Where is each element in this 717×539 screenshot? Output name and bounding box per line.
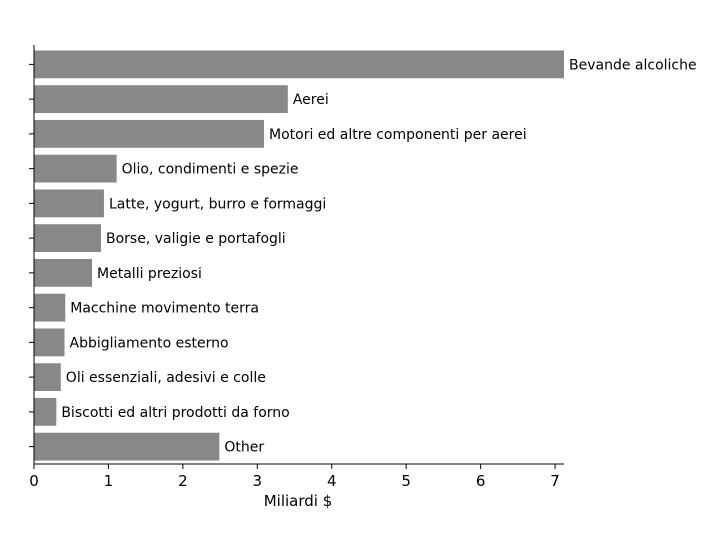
- bar-labels-group: Bevande alcoliche Aerei Motori ed altre co…: [61, 57, 696, 455]
- bar-label: Borse, valigie e portafogli: [106, 231, 286, 247]
- bar: [34, 432, 220, 461]
- bar-label: Other: [224, 440, 264, 456]
- bar: [34, 154, 117, 183]
- x-tick-label: 7: [550, 472, 560, 490]
- bar: [34, 258, 93, 287]
- bar: [34, 293, 66, 322]
- bar: [34, 85, 288, 114]
- x-tick-label: 1: [104, 472, 114, 490]
- x-tick-label: 4: [327, 472, 337, 490]
- x-tick-label: 6: [476, 472, 486, 490]
- bar: [34, 224, 101, 253]
- axes-group: [33, 45, 564, 465]
- x-tick-label: 3: [253, 472, 263, 490]
- bar-label: Latte, yogurt, burro e formaggi: [109, 196, 326, 212]
- bars-group: [34, 50, 564, 461]
- bar: [34, 328, 65, 357]
- bar: [34, 119, 265, 148]
- bar-label: Abbigliamento esterno: [70, 335, 229, 351]
- bar-label: Motori ed altre componenti per aerei: [269, 127, 527, 143]
- bar-label: Macchine movimento terra: [70, 301, 259, 317]
- bar: [34, 189, 104, 218]
- bar: [34, 50, 564, 79]
- bar-label: Olio, condimenti e spezie: [122, 162, 299, 178]
- bar-label: Oli essenziali, adesivi e colle: [66, 370, 266, 386]
- x-tick-label: 2: [178, 472, 188, 490]
- x-tick-label: 5: [401, 472, 411, 490]
- x-axis-label: Miliardi $: [264, 492, 333, 510]
- x-ticks-group: 0 1 2 3 4 5 6 7: [29, 464, 560, 490]
- bar-label: Metalli preziosi: [97, 266, 202, 282]
- bar-label: Biscotti ed altri prodotti da forno: [61, 405, 289, 421]
- bar-label: Bevande alcoliche: [569, 57, 697, 73]
- bar: [34, 363, 61, 392]
- bar: [34, 397, 57, 426]
- y-ticks-group: [29, 63, 34, 448]
- x-tick-label: 0: [29, 472, 39, 490]
- bar-label: Aerei: [293, 92, 329, 108]
